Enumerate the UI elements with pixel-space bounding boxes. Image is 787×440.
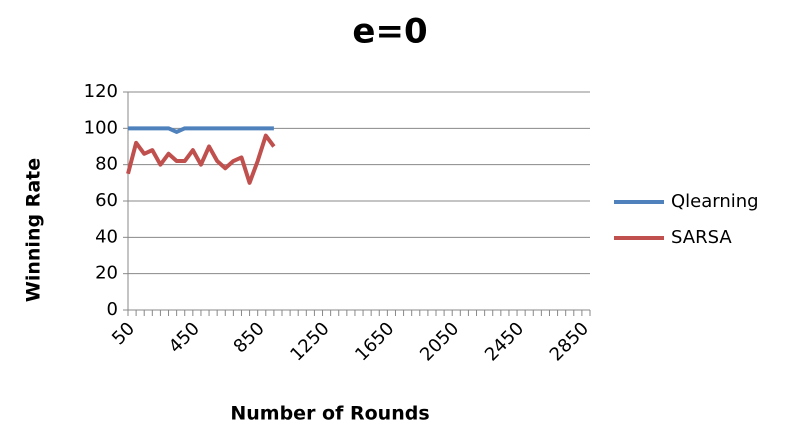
- x-axis-label: Number of Rounds: [230, 403, 429, 425]
- x-tick-label: 1650: [351, 318, 398, 365]
- x-tick-label: 2450: [481, 318, 528, 365]
- x-tick-label: 1250: [286, 318, 333, 365]
- x-tick-label: 450: [165, 318, 204, 357]
- x-tick-label: 850: [230, 318, 269, 357]
- x-tick-label: 2050: [416, 318, 463, 365]
- y-axis-label: Winning Rate: [23, 158, 45, 302]
- y-tick-label: 20: [95, 263, 118, 284]
- legend-label: SARSA: [671, 227, 732, 248]
- y-tick-label: 100: [84, 117, 118, 138]
- legend-label: Qlearning: [671, 191, 759, 212]
- y-tick-label: 80: [95, 154, 118, 175]
- y-tick-label: 0: [107, 299, 118, 320]
- x-tick-label: 50: [108, 318, 139, 349]
- x-tick-label: 2850: [546, 318, 593, 365]
- y-tick-label: 120: [84, 81, 118, 102]
- series-line: [128, 126, 274, 134]
- chart-title: e=0: [352, 12, 427, 52]
- y-tick-label: 60: [95, 190, 118, 211]
- series-line: [126, 133, 276, 185]
- y-tick-label: 40: [95, 226, 118, 247]
